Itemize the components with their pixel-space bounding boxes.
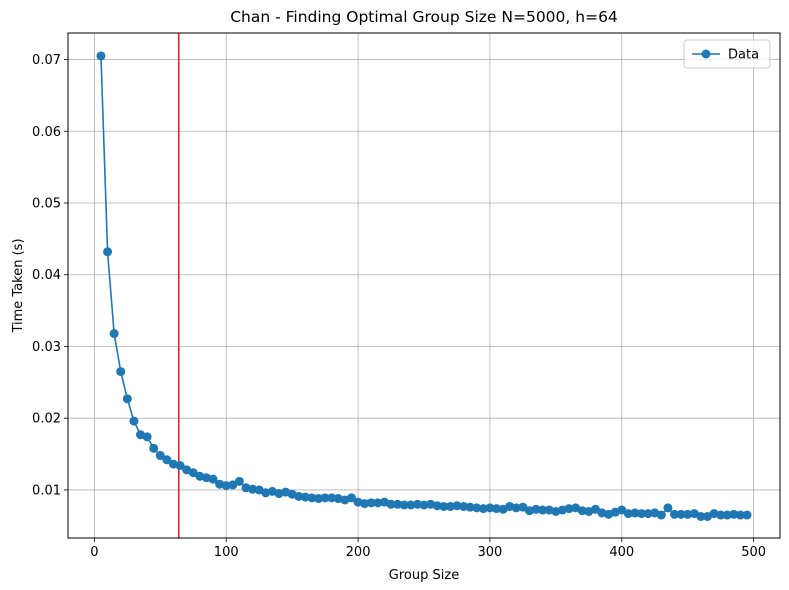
data-point [630, 508, 640, 518]
data-point [729, 509, 739, 519]
data-point [643, 509, 653, 519]
data-point [300, 492, 310, 502]
data-point [307, 493, 317, 503]
plot-frame [67, 32, 781, 539]
data-point [188, 468, 198, 478]
data-point [142, 432, 152, 442]
data-point [386, 499, 396, 509]
data-point [637, 509, 647, 519]
data-point [478, 504, 488, 514]
data-point [129, 416, 139, 426]
legend-marker [701, 49, 711, 59]
y-tick-label: 0.05 [32, 197, 61, 212]
data-point [518, 502, 528, 512]
data-point [320, 493, 330, 503]
legend: Data [683, 39, 771, 69]
data-point [742, 510, 752, 520]
data-point [248, 484, 258, 494]
data-point [577, 506, 587, 516]
data-point [234, 476, 244, 486]
data-point [314, 494, 324, 504]
y-tick-label: 0.07 [32, 53, 61, 68]
data-point [399, 500, 409, 510]
series-layer [96, 51, 752, 521]
legend-label: Data [728, 48, 759, 63]
data-point [716, 510, 726, 520]
data-point [683, 509, 693, 519]
data-point [432, 501, 442, 511]
legend-box [683, 39, 771, 69]
axis-ticks: 0 100 200 300 400 500 0.01 0.02 0.03 0.04 0.05 0.06… [32, 53, 766, 560]
data-point [485, 503, 495, 513]
data-point [366, 498, 376, 508]
y-tick-label: 0.02 [32, 412, 61, 427]
y-axis-label: Time Taken (s) [11, 238, 26, 333]
data-point [175, 461, 185, 471]
data-point [617, 505, 627, 515]
data-point [676, 509, 686, 519]
data-point [221, 481, 231, 491]
data-point [109, 329, 119, 339]
data-point [162, 455, 172, 465]
chart-title: Chan - Finding Optimal Group Size N=5000… [230, 8, 618, 26]
data-point [373, 498, 383, 508]
data-point [696, 511, 706, 521]
x-tick-label: 200 [346, 545, 371, 560]
data-point [670, 509, 680, 519]
data-point [465, 502, 475, 512]
data-point [360, 499, 370, 509]
data-point [412, 499, 422, 509]
data-point [656, 510, 666, 520]
data-point [406, 500, 416, 510]
data-point [439, 501, 449, 511]
y-tick-label: 0.01 [32, 483, 61, 498]
data-point [452, 501, 462, 511]
y-tick-label: 0.04 [32, 268, 61, 283]
data-point [511, 503, 521, 513]
data-point [419, 500, 429, 510]
data-point [590, 504, 600, 514]
data-point [445, 501, 455, 511]
y-tick-label: 0.03 [32, 340, 61, 355]
data-point [346, 493, 356, 503]
x-tick-label: 0 [90, 545, 98, 560]
data-point [459, 501, 469, 511]
data-point [155, 451, 165, 461]
data-point [228, 480, 238, 490]
data-point [492, 504, 502, 514]
data-point [472, 503, 482, 513]
y-tick-label: 0.06 [32, 125, 61, 140]
x-tick-label: 500 [741, 545, 766, 560]
x-axis-label: Group Size [389, 568, 459, 583]
data-point [722, 510, 732, 520]
data-point [327, 493, 337, 503]
x-tick-label: 400 [609, 545, 634, 560]
data-point [564, 504, 574, 514]
data-point [663, 503, 673, 513]
data-point [116, 367, 126, 377]
data-point [96, 51, 106, 61]
data-point [122, 394, 132, 404]
data-point [623, 509, 633, 519]
data-point [393, 499, 403, 509]
data-point [735, 510, 745, 520]
x-tick-label: 300 [478, 545, 503, 560]
data-point [538, 505, 548, 515]
data-point [149, 443, 159, 453]
data-point [103, 247, 113, 257]
x-tick-label: 100 [214, 545, 239, 560]
data-point [208, 474, 218, 484]
grid [68, 33, 780, 538]
data-point [531, 504, 541, 514]
data-point [294, 491, 304, 501]
